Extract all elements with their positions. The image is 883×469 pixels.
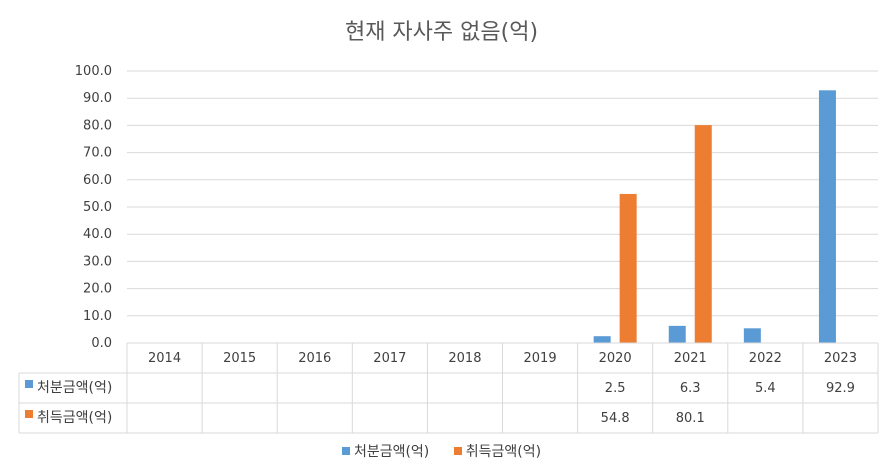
y-tick-label: 40.0 <box>83 227 112 242</box>
legend: 처분금액(억) 취득금액(억) <box>0 441 883 461</box>
legend-item-acquisition: 취득금액(억) <box>453 441 542 461</box>
y-tick-label: 80.0 <box>83 118 112 133</box>
table-series-label-disposal: 처분금액(억) <box>37 380 112 396</box>
y-tick-label: 20.0 <box>83 282 112 297</box>
bar-disposal-2021 <box>668 325 686 343</box>
legend-label-acquisition: 취득금액(억) <box>465 444 542 460</box>
table-cell-disposal-2021: 6.3 <box>680 381 701 396</box>
x-tick-label: 2020 <box>599 351 632 366</box>
table-cell-acquisition-2021: 80.1 <box>676 411 705 426</box>
x-tick-label: 2021 <box>674 351 707 366</box>
x-tick-label: 2016 <box>298 351 331 366</box>
legend-item-disposal: 처분금액(억) <box>341 441 430 461</box>
y-tick-label: 50.0 <box>83 200 112 215</box>
y-tick-label: 90.0 <box>83 91 112 106</box>
bar-disposal-2020 <box>593 336 611 343</box>
x-tick-label: 2023 <box>824 351 857 366</box>
legend-label-disposal: 처분금액(억) <box>353 444 430 460</box>
table-legend-swatch-acquisition <box>25 410 33 418</box>
table-cell-disposal-2022: 5.4 <box>755 381 776 396</box>
table-cell-disposal-2020: 2.5 <box>605 381 626 396</box>
legend-swatch-disposal <box>341 447 350 455</box>
x-tick-label: 2018 <box>448 351 481 366</box>
y-tick-label: 0.0 <box>91 336 112 351</box>
chart-title: 현재 자사주 없음(억) <box>344 20 539 45</box>
x-tick-label: 2022 <box>749 351 782 366</box>
x-tick-label: 2014 <box>148 351 181 366</box>
bar-acquisition-2020 <box>619 193 637 343</box>
table-cell-disposal-2023: 92.9 <box>826 381 855 396</box>
table-cell-acquisition-2020: 54.8 <box>601 411 630 426</box>
bar-acquisition-2021 <box>694 125 712 344</box>
bar-disposal-2023 <box>818 90 836 343</box>
x-tick-label: 2015 <box>223 351 256 366</box>
y-tick-label: 70.0 <box>83 146 112 161</box>
bar-disposal-2022 <box>743 328 761 343</box>
x-tick-label: 2017 <box>373 351 406 366</box>
x-tick-label: 2019 <box>524 351 557 366</box>
table-legend-swatch-disposal <box>25 380 33 388</box>
legend-swatch-acquisition <box>453 447 462 455</box>
table-series-label-acquisition: 취득금액(억) <box>37 410 112 426</box>
y-tick-label: 100.0 <box>75 64 112 79</box>
y-tick-label: 60.0 <box>83 173 112 188</box>
y-tick-label: 10.0 <box>83 309 112 324</box>
y-tick-label: 30.0 <box>83 254 112 269</box>
